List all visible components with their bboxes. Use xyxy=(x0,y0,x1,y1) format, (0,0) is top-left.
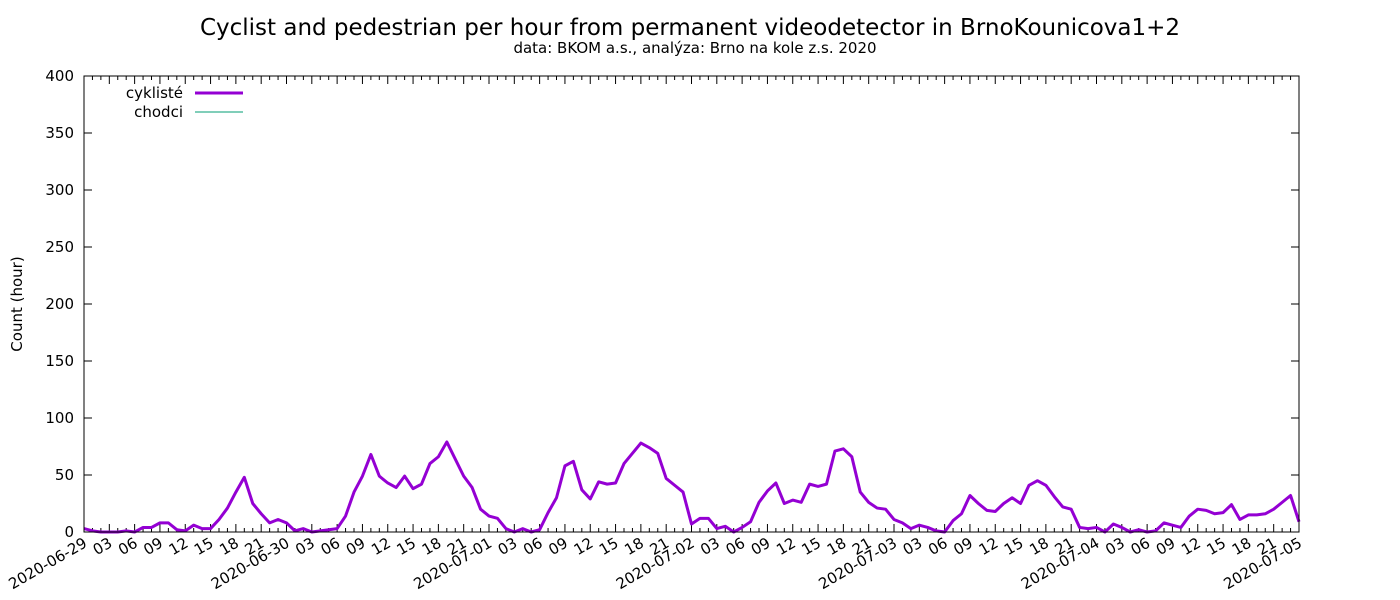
y-tick-label: 100 xyxy=(45,409,74,427)
x-tick-label: 06 xyxy=(1128,534,1154,559)
x-tick-label: 09 xyxy=(1153,534,1179,559)
y-tick-label: 200 xyxy=(45,295,74,313)
x-tick-label: 12 xyxy=(571,534,597,559)
legend-label-chodci: chodci xyxy=(134,103,183,121)
x-tick-label: 12 xyxy=(368,534,394,559)
x-tick-label: 09 xyxy=(343,534,369,559)
legend: cyklisté chodci xyxy=(126,84,243,121)
y-axis-ticks: 0 50 100 150 200 250 300 350 400 xyxy=(45,67,1299,541)
y-tick-label: 50 xyxy=(55,466,74,484)
chart-subtitle: data: BKOM a.s., analýza: Brno na kole z… xyxy=(513,39,876,57)
x-tick-label: 12 xyxy=(773,534,799,559)
x-tick-label: 06 xyxy=(925,534,951,559)
x-tick-label: 06 xyxy=(115,534,141,559)
x-tick-label: 18 xyxy=(1229,534,1255,559)
x-tick-label: 18 xyxy=(621,534,647,559)
x-tick-label: 2020-06-29 xyxy=(5,534,90,593)
x-tick-label: 09 xyxy=(140,534,166,559)
x-tick-label: 03 xyxy=(90,534,116,559)
plot-frame xyxy=(83,75,1300,533)
x-tick-label: 09 xyxy=(748,534,774,559)
y-tick-label: 400 xyxy=(45,67,74,85)
x-tick-label: 12 xyxy=(166,534,192,559)
x-tick-label: 06 xyxy=(318,534,344,559)
y-tick-label: 350 xyxy=(45,124,74,142)
x-tick-label: 18 xyxy=(419,534,445,559)
x-tick-label: 12 xyxy=(1178,534,1204,559)
x-tick-label: 03 xyxy=(292,534,318,559)
y-tick-label: 300 xyxy=(45,181,74,199)
x-tick-label: 12 xyxy=(976,534,1002,559)
y-tick-label: 0 xyxy=(64,523,74,541)
x-tick-label: 03 xyxy=(1102,534,1128,559)
x-tick-label: 15 xyxy=(394,534,420,559)
y-tick-label: 150 xyxy=(45,352,74,370)
x-tick-label: 09 xyxy=(545,534,571,559)
x-tick-label: 18 xyxy=(216,534,242,559)
x-tick-label: 03 xyxy=(697,534,723,559)
chart-title: Cyclist and pedestrian per hour from per… xyxy=(200,15,1180,41)
x-tick-label: 18 xyxy=(824,534,850,559)
x-tick-label: 18 xyxy=(1026,534,1052,559)
legend-label-cyklisté: cyklisté xyxy=(126,84,183,102)
y-axis-label: Count (hour) xyxy=(8,256,26,351)
x-tick-label: 06 xyxy=(723,534,749,559)
x-tick-label: 15 xyxy=(596,534,622,559)
x-tick-label: 15 xyxy=(799,534,825,559)
x-tick-label: 15 xyxy=(1204,534,1230,559)
x-tick-label: 06 xyxy=(520,534,546,559)
x-tick-label: 15 xyxy=(191,534,217,559)
series-line-cyklisté xyxy=(83,440,1301,534)
x-tick-label: 03 xyxy=(900,534,926,559)
series-layer xyxy=(83,440,1301,534)
x-tick-label: 03 xyxy=(495,534,521,559)
y-tick-label: 250 xyxy=(45,238,74,256)
x-tick-label: 15 xyxy=(1001,534,1027,559)
x-tick-label: 09 xyxy=(950,534,976,559)
